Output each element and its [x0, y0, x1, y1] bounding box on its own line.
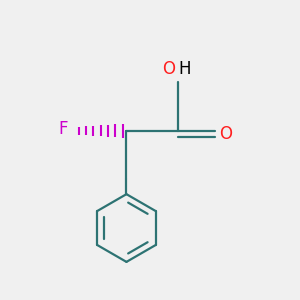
Text: O: O: [162, 60, 175, 78]
Text: H: H: [179, 60, 191, 78]
Text: O: O: [219, 125, 232, 143]
Text: F: F: [58, 120, 68, 138]
